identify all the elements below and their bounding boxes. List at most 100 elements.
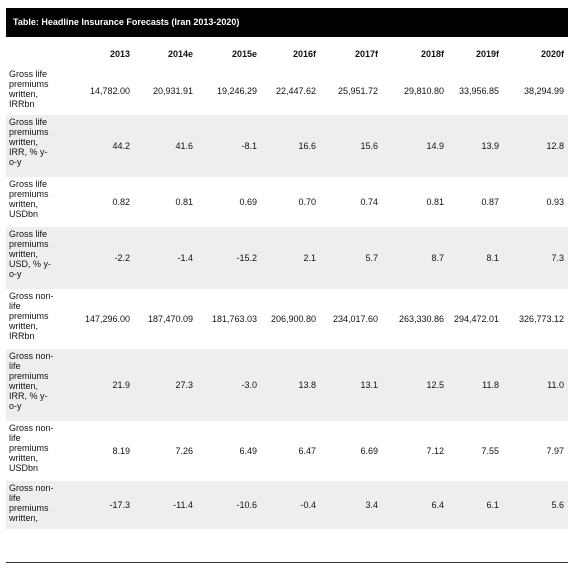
table-title: Table: Headline Insurance Forecasts (Ira… — [6, 8, 568, 37]
row-label-line: written, — [9, 381, 39, 391]
table-cell: 27.3 — [134, 349, 197, 421]
row-label-line: premiums — [9, 371, 49, 381]
table-cell: 29,810.80 — [403, 86, 444, 96]
table-cell: 11.0 — [503, 349, 568, 421]
table-cell: 16.6 — [261, 115, 320, 177]
table-cell: 7.97 — [546, 446, 564, 456]
column-header: 2020f — [540, 48, 564, 59]
table-cell: 7.55 — [481, 446, 499, 456]
table-cell: 25,951.72 — [337, 86, 378, 96]
table-cell: 13.1 — [320, 349, 382, 421]
table-cell: 8.19 — [112, 446, 130, 456]
table-cell: -2.2 — [66, 227, 134, 289]
row-label-line: premiums — [9, 443, 49, 453]
table-cell: 7.12 — [426, 446, 444, 456]
table-row: Gross non-life premiums written, IRR, % y-o… — [6, 349, 568, 421]
table-cell: 6.49 — [239, 446, 257, 456]
column-header: 2019f — [475, 48, 499, 59]
row-label-line: IRRbn — [9, 331, 35, 341]
table-cell: 12.5 — [382, 349, 448, 421]
column-header — [6, 40, 66, 67]
table-cell: 147,296.00 — [84, 314, 130, 324]
row-label-line: o-y — [9, 401, 22, 411]
row-label-line: written, — [9, 321, 39, 331]
column-header: 2014e — [167, 48, 193, 59]
row-label-line: Gross non- — [9, 483, 54, 493]
table-cell: -10.6 — [197, 481, 261, 529]
table-cell: 7.26 — [175, 446, 193, 456]
table-cell: 263,330.86 — [398, 314, 444, 324]
row-label-line: o-y — [9, 157, 22, 167]
column-header: 2017f — [354, 48, 378, 59]
row-label-line: written, — [9, 453, 39, 463]
row-label-line: o-y — [9, 269, 22, 279]
row-label-line: Gross non- — [9, 291, 54, 301]
table-cell: 19,246.29 — [216, 86, 257, 96]
header-row: 2013 2014e 2015e 2016f 2017f 2018f 2019f… — [6, 40, 568, 67]
table-cell: 14,782.00 — [89, 86, 130, 96]
row-label: Gross non-life premiums written, IRRbn — [6, 289, 66, 349]
table-cell: 294,472.01 — [453, 314, 499, 324]
table-cell: 12.8 — [503, 115, 568, 177]
table-cell: 15.6 — [320, 115, 382, 177]
row-label: Gross life premiums written, USDbn — [6, 177, 66, 227]
row-label-line: life — [9, 433, 21, 443]
table-cell: 11.8 — [448, 349, 503, 421]
table-cell: 0.93 — [546, 197, 564, 207]
table-cell: 181,763.03 — [211, 314, 257, 324]
table-cell: 38,294.99 — [523, 86, 564, 96]
table-cell: 22,447.62 — [275, 86, 316, 96]
table-cell: 206,900.80 — [270, 314, 316, 324]
table-cell: 13.9 — [448, 115, 503, 177]
row-label-line: written, — [9, 513, 39, 523]
row-label-line: Gross non- — [9, 423, 54, 433]
table-row: Gross non-life premiums written, IRRbn 147,2… — [6, 289, 568, 349]
table-cell: -3.0 — [197, 349, 261, 421]
table-row: Gross non-life premiums written, USDbn 8.19 7… — [6, 421, 568, 481]
table-cell: 8.7 — [382, 227, 448, 289]
table-cell: -17.3 — [66, 481, 134, 529]
table-row: Gross life premiums written, IRR, % y-o-y 44… — [6, 115, 568, 177]
table-row: Gross life premiums written, USD, % y-o-y -2… — [6, 227, 568, 289]
table-cell: 0.81 — [175, 197, 193, 207]
row-label: Gross life premiums written, USD, % y-o-y — [6, 227, 66, 289]
table-row: Gross non-life premiums written, -17.3 -11.4… — [6, 481, 568, 529]
table-cell: -15.2 — [197, 227, 261, 289]
table-cell: 5.6 — [503, 481, 568, 529]
table-row: Gross life premiums written, IRRbn 14,782.00… — [6, 67, 568, 115]
table-cell: 0.82 — [112, 197, 130, 207]
row-label-line: IRR, % y- — [9, 391, 48, 401]
row-label-line: Gross life — [9, 229, 48, 239]
table-cell: 0.81 — [426, 197, 444, 207]
table-cell: 3.4 — [320, 481, 382, 529]
table-cell: -0.4 — [261, 481, 320, 529]
table-cell: 0.70 — [298, 197, 316, 207]
row-label-line: USD, % y- — [9, 259, 52, 269]
table-cell: 6.69 — [360, 446, 378, 456]
table-cell: 20,931.91 — [152, 86, 193, 96]
table-cell: -11.4 — [134, 481, 197, 529]
row-label-line: Gross life — [9, 69, 48, 79]
row-label-line: IRRbn — [9, 99, 35, 109]
row-label: Gross life premiums written, IRRbn — [6, 67, 66, 115]
table-cell: 14.9 — [382, 115, 448, 177]
table-cell: 0.74 — [360, 197, 378, 207]
row-label: Gross non-life premiums written, IRR, % y-o… — [6, 349, 66, 421]
row-label-line: written, — [9, 199, 39, 209]
table-cell: 0.87 — [481, 197, 499, 207]
table-row: Gross life premiums written, USDbn 0.82 0.81 0… — [6, 177, 568, 227]
row-label-line: USDbn — [9, 463, 39, 473]
table-cell: 41.6 — [134, 115, 197, 177]
row-label-line: premiums — [9, 127, 49, 137]
table-cell: 33,956.85 — [458, 86, 499, 96]
row-label-line: written, — [9, 89, 39, 99]
row-label-line: written, — [9, 137, 39, 147]
row-label-line: Gross life — [9, 117, 48, 127]
table-cell: -8.1 — [197, 115, 261, 177]
bottom-divider — [6, 562, 568, 563]
row-label-line: Gross life — [9, 179, 48, 189]
table-cell: 234,017.60 — [332, 314, 378, 324]
table-cell: -1.4 — [134, 227, 197, 289]
table-cell: 0.69 — [239, 197, 257, 207]
table-cell: 7.3 — [503, 227, 568, 289]
